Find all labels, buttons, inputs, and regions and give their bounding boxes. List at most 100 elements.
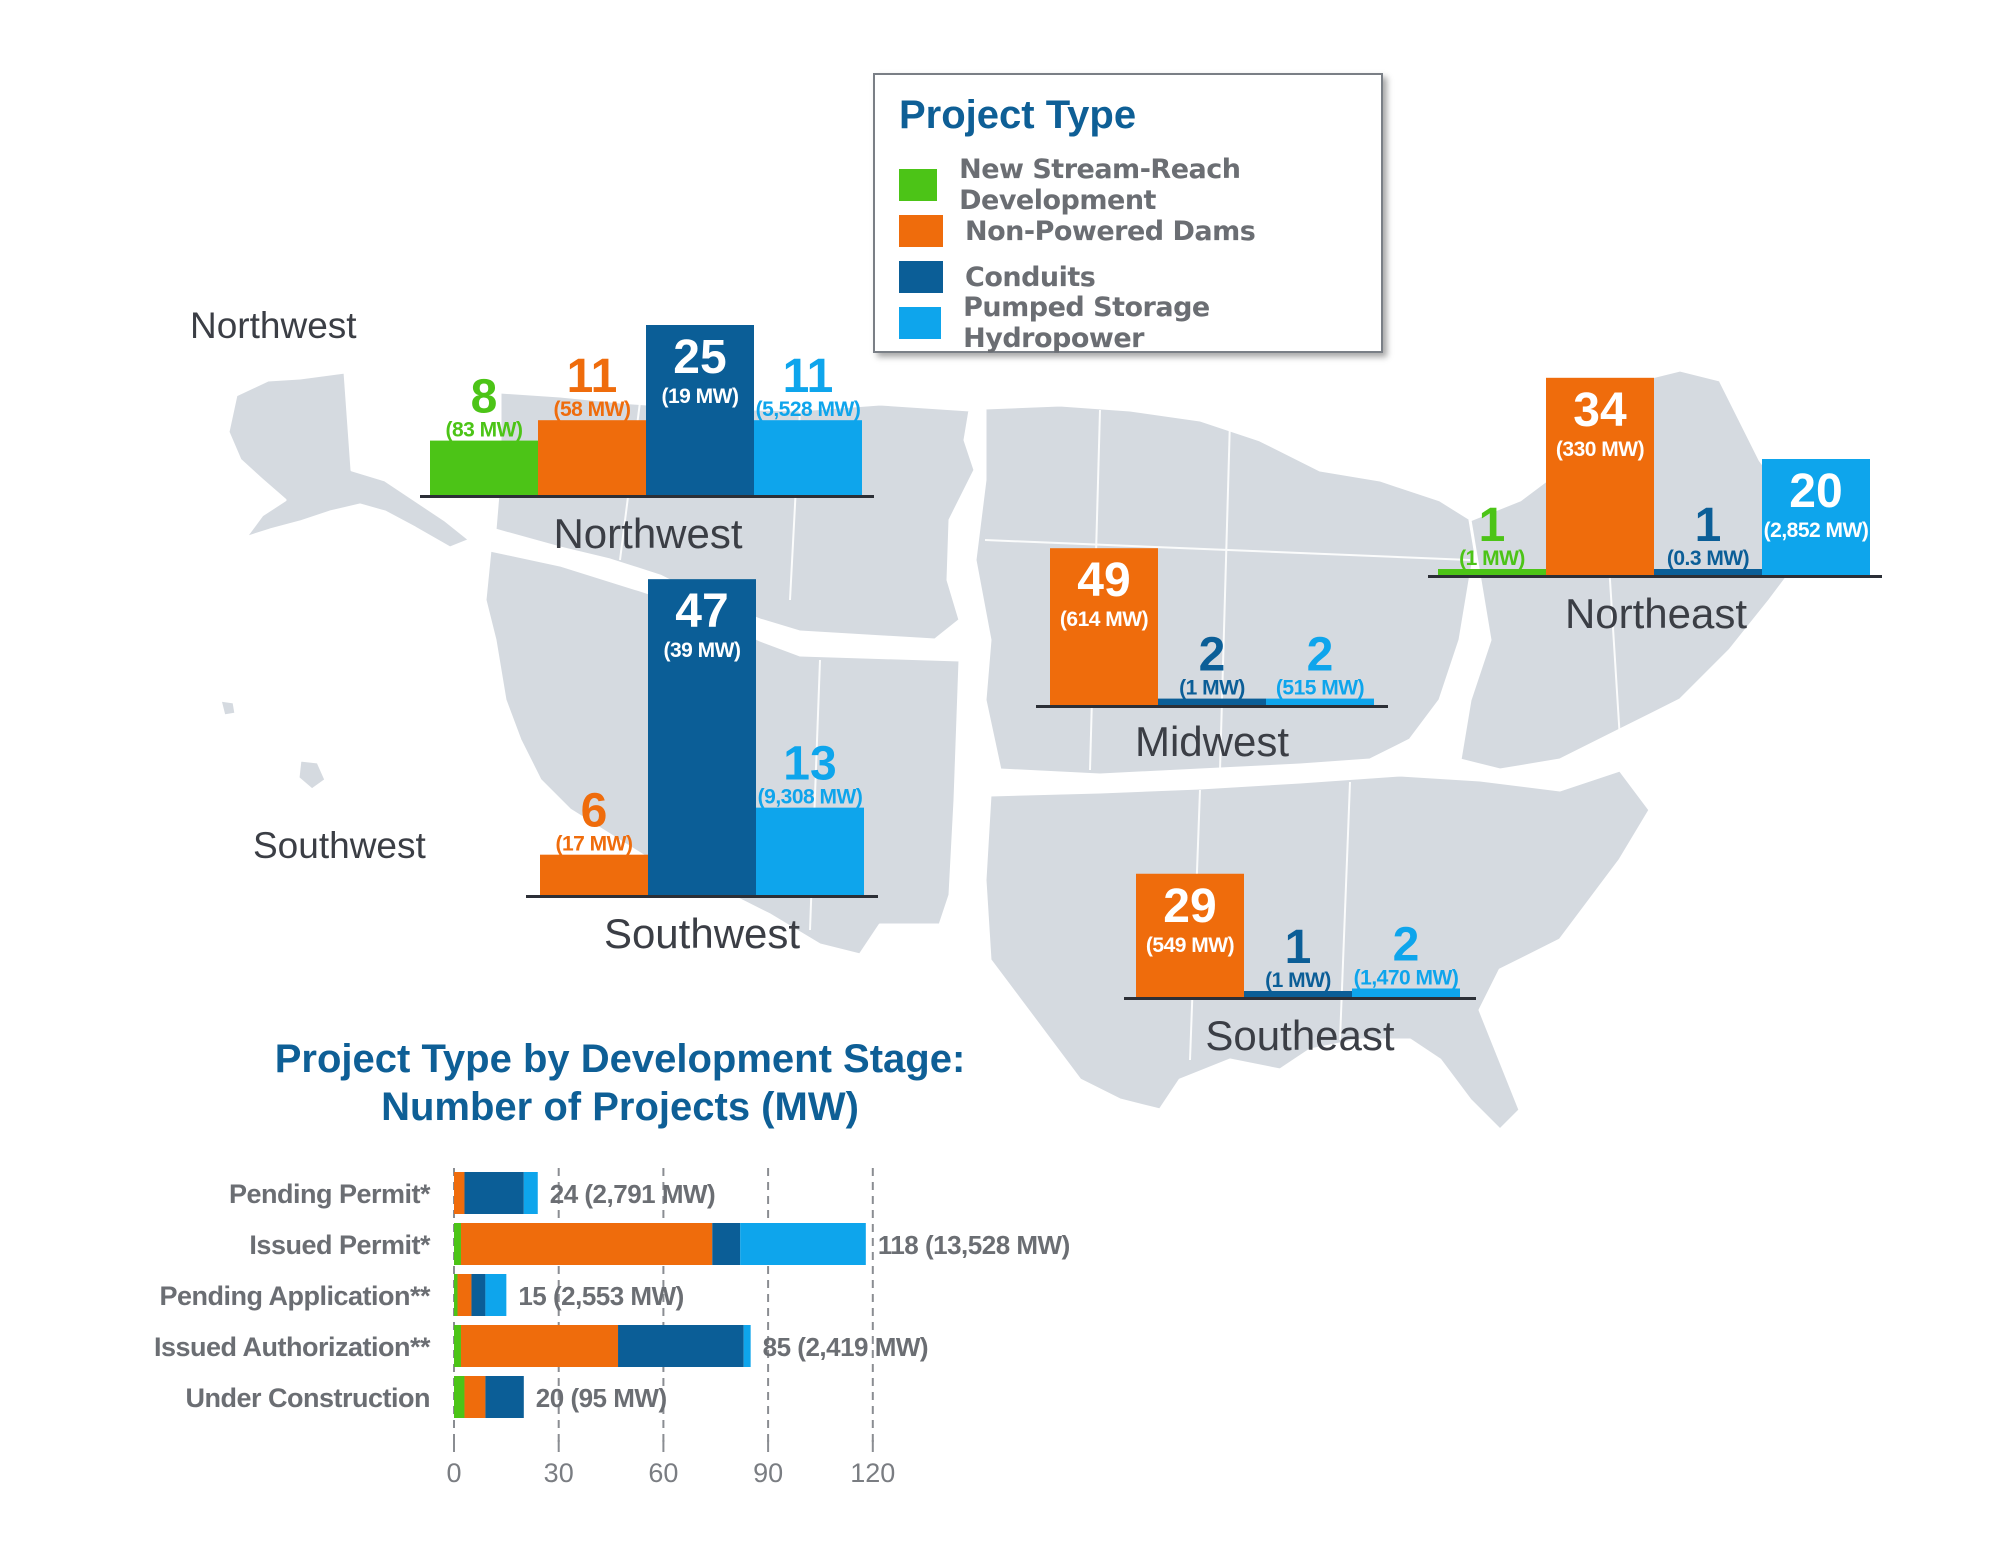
legend-label: New Stream-Reach Development xyxy=(959,154,1241,216)
stage-bar-segment xyxy=(454,1223,461,1265)
bar-mw-label: (330 MW) xyxy=(1556,438,1644,461)
region-southeast-shape xyxy=(983,768,1652,1132)
bar-value-label: 13 xyxy=(783,738,836,791)
x-tick-label: 120 xyxy=(850,1458,895,1488)
stage-total-label: 20 (95 MW) xyxy=(536,1383,667,1413)
stage-chart-title: Project Type by Development Stage: Numbe… xyxy=(160,1035,1080,1131)
bar-northwest-2 xyxy=(646,325,754,495)
region-label-southeast: Southeast xyxy=(1205,1012,1394,1059)
bar-southeast-0 xyxy=(1136,873,1244,997)
stage-bar-segment xyxy=(460,1325,619,1367)
bar-midwest-0 xyxy=(1050,548,1158,705)
stage-category-label: Pending Application** xyxy=(159,1281,431,1311)
legend-swatch xyxy=(899,307,942,339)
legend-label: Pumped Storage Hydropower xyxy=(963,292,1210,354)
hawaii-shape xyxy=(296,758,328,792)
x-tick-label: 90 xyxy=(753,1458,783,1488)
stage-bar-segment xyxy=(454,1172,465,1214)
legend-title: Project Type xyxy=(899,93,1137,137)
bar-mw-label: (549 MW) xyxy=(1146,934,1234,957)
legend-swatch xyxy=(899,261,943,293)
bar-value-label: 1 xyxy=(1285,921,1312,974)
bar-mw-label: (1 MW) xyxy=(1265,969,1331,992)
bar-value-label: 25 xyxy=(673,331,726,384)
regional-bar-charts: 8(83 MW)11(58 MW)25(19 MW) 11(5,528 MW)No… xyxy=(420,325,1882,1059)
stage-bar-segment xyxy=(457,1274,472,1316)
stage-bar-segment xyxy=(712,1223,741,1265)
legend-label: Non-Powered Dams xyxy=(965,215,1256,247)
bar-northwest-1 xyxy=(538,420,646,495)
bar-value-label: 11 xyxy=(783,350,834,403)
bar-mw-label: (19 MW) xyxy=(662,385,739,408)
stage-category-label: Pending Permit* xyxy=(229,1179,431,1209)
bar-midwest-2 xyxy=(1266,698,1374,705)
bar-value-label: 2 xyxy=(1393,919,1420,972)
bar-value-label: 29 xyxy=(1163,880,1216,933)
region-label-northeast: Northeast xyxy=(1565,590,1747,637)
stage-total-label: 118 (13,528 MW) xyxy=(878,1230,1070,1260)
stage-bar-segment xyxy=(454,1274,458,1316)
bar-value-label: 8 xyxy=(471,371,498,424)
bar-mw-label: (2,852 MW) xyxy=(1764,519,1869,542)
state-line xyxy=(1219,419,1231,771)
stage-bar-segment xyxy=(464,1376,486,1418)
bar-northwest-3 xyxy=(754,420,862,495)
stage-category-label: Issued Authorization** xyxy=(154,1332,431,1362)
bar-mw-label: (83 MW) xyxy=(446,419,523,442)
stage-chart-title-line1: Project Type by Development Stage: xyxy=(274,1037,966,1081)
region-chart-northeast: 1(1 MW)34(330 MW)1(0.3 MW)20(2,852 MW)No… xyxy=(1428,377,1882,637)
bar-mw-label: (9,308 MW) xyxy=(758,786,863,809)
stage-bar-segment xyxy=(523,1172,538,1214)
bar-southwest-0 xyxy=(540,854,648,895)
stage-total-label: 85 (2,419 MW) xyxy=(763,1332,928,1362)
bar-value-label: 49 xyxy=(1077,554,1130,607)
region-chart-southeast: 29(549 MW) 1(1 MW) 2(1,470 MW) Southeast xyxy=(1124,873,1476,1059)
stage-bar-segment xyxy=(485,1376,524,1418)
bar-value-label: 6 xyxy=(581,785,608,838)
bar-value-label: 47 xyxy=(675,585,728,638)
x-tick-label: 60 xyxy=(648,1458,678,1488)
stage-bar-segment xyxy=(618,1325,744,1367)
bar-mw-label: (5,528 MW) xyxy=(756,398,861,421)
bar-value-label: 11 xyxy=(567,350,618,403)
development-stage-chart: 0 30 60 90 120 Pending Permit* 24 (2,791 MW) Is… xyxy=(154,1168,1070,1488)
stage-bar-segment xyxy=(740,1223,866,1265)
bar-mw-label: (1 MW) xyxy=(1459,547,1525,570)
legend: Project Type New Stream-Reach Developmen… xyxy=(873,73,1383,354)
region-chart-southwest: 6(17 MW) 47(39 MW) 13(9,308 MW) Southwest xyxy=(526,579,878,957)
legend-swatch xyxy=(899,169,938,201)
bar-northeast-0 xyxy=(1438,569,1546,575)
bar-mw-label: (614 MW) xyxy=(1060,608,1148,631)
map-note-southwest: Southwest xyxy=(253,825,426,866)
region-chart-midwest: 49(614 MW)2(1 MW)2(515 MW)Midwest xyxy=(1036,548,1388,765)
bar-value-label: 1 xyxy=(1479,499,1506,552)
stage-bar-segment xyxy=(464,1172,524,1214)
bar-value-label: 2 xyxy=(1199,629,1226,682)
bar-southwest-1 xyxy=(648,579,756,895)
state-line xyxy=(984,539,1471,561)
bar-value-label: 1 xyxy=(1695,499,1722,552)
bar-mw-label: (1,470 MW) xyxy=(1354,967,1459,990)
stage-total-label: 15 (2,553 MW) xyxy=(518,1281,683,1311)
region-label-southwest: Southwest xyxy=(604,910,800,957)
stage-bar-segment xyxy=(460,1223,713,1265)
bar-southeast-1 xyxy=(1244,991,1352,997)
bar-mw-label: (58 MW) xyxy=(554,398,631,421)
bar-southwest-2 xyxy=(756,807,864,895)
bar-value-label: 34 xyxy=(1573,384,1627,437)
stage-category-label: Issued Permit* xyxy=(249,1230,431,1260)
bar-midwest-1 xyxy=(1158,698,1266,705)
legend-item-conduits: Conduits xyxy=(899,257,1096,297)
region-chart-northwest: 8(83 MW)11(58 MW)25(19 MW) 11(5,528 MW)No… xyxy=(420,325,874,557)
map-note-northwest: Northwest xyxy=(190,305,357,346)
stage-bar-segment xyxy=(454,1376,465,1418)
bar-northeast-2 xyxy=(1654,569,1762,575)
stage-bar-segment xyxy=(454,1325,461,1367)
bar-northeast-1 xyxy=(1546,377,1654,575)
legend-swatch xyxy=(899,215,943,247)
bar-southeast-2 xyxy=(1352,988,1460,997)
bar-northwest-0 xyxy=(430,440,538,495)
stage-category-label: Under Construction xyxy=(186,1383,431,1413)
